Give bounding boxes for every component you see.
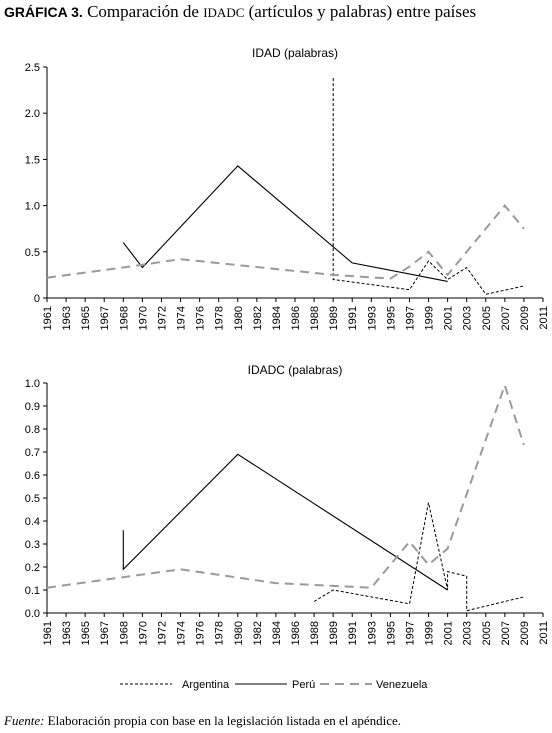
figure-heading: GRÁFICA 3. Comparación de IDADC (artícul… [4, 2, 548, 26]
chart1-x-tick-label: 1978 [214, 306, 226, 330]
chart2-x-tick-label: 1963 [61, 621, 73, 645]
chart1-series-per [122, 165, 448, 282]
figure-title-before: Comparación de [82, 2, 204, 21]
chart2-x-tick-label: 1967 [99, 621, 111, 645]
source-note: Fuente: Elaboración propia con base en l… [4, 713, 401, 729]
chart1-x-tick-label: 1963 [61, 306, 73, 330]
chart1-x-tick-label: 1980 [233, 306, 245, 330]
chart1-x-tick-label: 1988 [309, 306, 321, 330]
chart1-x-tick-label: 1997 [404, 306, 416, 330]
chart2-x-tick-label: 2001 [443, 621, 455, 645]
chart2-x-tick-label: 2009 [519, 621, 531, 645]
chart2-y-tick-label: 0.6 [25, 470, 40, 482]
chart1-x-tick-label: 2003 [462, 306, 474, 330]
chart1-x-tick-label: 2009 [519, 306, 531, 330]
chart2-series-venezuela [46, 382, 525, 589]
legend-label-per: Perú [292, 679, 315, 691]
chart2-x-tick-label: 1980 [233, 621, 245, 645]
chart2-x-tick-label: 1965 [80, 621, 92, 645]
chart2-x-tick-label: 1978 [214, 621, 226, 645]
chart2-y-tick-label: 0.1 [25, 585, 40, 597]
chart2-x-tick-label: 2011 [538, 621, 550, 645]
chart2-x-tick-label: 1972 [156, 621, 168, 645]
chart1-x-tick-label: 1982 [252, 306, 264, 330]
source-label: Fuente: [4, 713, 45, 728]
chart1-x-tick-label: 1991 [347, 306, 359, 330]
chart2-x-tick-label: 1982 [252, 621, 264, 645]
chart2-title: IDADC (palabras) [248, 363, 343, 377]
chart1-y-tick-label: 1.5 [25, 154, 40, 166]
chart2-x-tick-label: 1974 [176, 621, 188, 645]
chart1-x-tick-label: 1965 [80, 306, 92, 330]
chart2-y-tick-label: 0.3 [25, 539, 40, 551]
legend-label-venezuela: Venezuela [376, 679, 428, 691]
chart2-x-tick-label: 1993 [366, 621, 378, 645]
chart2-x-tick-label: 2007 [500, 621, 512, 645]
chart2-x-tick-label: 2005 [481, 621, 493, 645]
source-text: Elaboración propia con base en la legisl… [44, 713, 402, 728]
chart2-y-tick-label: 1.0 [25, 378, 40, 390]
chart2-x-tick-label: 1986 [290, 621, 302, 645]
chart2-series-argentina [313, 502, 525, 612]
chart1-x-tick-label: 1999 [424, 306, 436, 330]
chart2-y-tick-label: 0.8 [25, 424, 40, 436]
chart1-x-tick-label: 1995 [385, 306, 397, 330]
chart1-x-tick-label: 1989 [328, 306, 340, 330]
chart1-x-tick-label: 1968 [118, 306, 130, 330]
chart1-x-tick-label: 2007 [500, 306, 512, 330]
chart2-x-tick-label: 1970 [137, 621, 149, 645]
chart2-x-tick-label: 1984 [271, 621, 283, 645]
chart2-y-tick-label: 0.9 [25, 401, 40, 413]
chart2-x-tick-label: 1989 [328, 621, 340, 645]
figure-title-acronym: IDADC [203, 5, 245, 20]
chart1-series-argentina [332, 78, 525, 295]
chart1-y-tick-label: 0.5 [25, 247, 40, 259]
chart1-x-tick-label: 1961 [42, 306, 54, 330]
chart2-y-tick-label: 0.7 [25, 447, 40, 459]
chart1-title: IDAD (palabras) [252, 46, 338, 60]
chart1-x-tick-label: 2001 [443, 306, 455, 330]
chart2-x-tick-label: 1999 [424, 621, 436, 645]
figure-title-after: (artículos y palabras) entre países [244, 2, 477, 21]
chart1-x-tick-label: 1970 [137, 306, 149, 330]
chart2-x-tick-label: 1991 [347, 621, 359, 645]
chart1-x-tick-label: 1993 [366, 306, 378, 330]
chart1-x-tick-label: 1976 [195, 306, 207, 330]
chart1-y-tick-label: 2.0 [25, 108, 40, 120]
chart2-x-tick-label: 1997 [404, 621, 416, 645]
chart1-y-tick-label: 2.5 [25, 62, 40, 74]
chart2-y-tick-label: 0.2 [25, 562, 40, 574]
figure-label: GRÁFICA 3. [4, 4, 83, 20]
chart2-y-tick-label: 0.5 [25, 493, 40, 505]
chart2-x-tick-label: 1976 [195, 621, 207, 645]
chart1-x-tick-label: 1972 [156, 306, 168, 330]
chart1-x-tick-label: 2005 [481, 306, 493, 330]
chart1-x-tick-label: 1984 [271, 306, 283, 330]
chart1-y-tick-label: 0 [34, 293, 40, 305]
chart2-x-tick-label: 1968 [118, 621, 130, 645]
chart2-x-tick-label: 1995 [385, 621, 397, 645]
chart2-x-tick-label: 1961 [42, 621, 54, 645]
chart1-y-tick-label: 1.0 [25, 201, 40, 213]
chart1-x-tick-label: 1974 [176, 306, 188, 330]
chart2-y-tick-label: 0.4 [25, 516, 40, 528]
chart1-x-tick-label: 1967 [99, 306, 111, 330]
chart2-y-tick-label: 0.0 [25, 608, 40, 620]
chart2-x-tick-label: 2003 [462, 621, 474, 645]
chart1-x-tick-label: 1986 [290, 306, 302, 330]
chart1-x-tick-label: 2011 [538, 306, 550, 330]
chart2-series-per [122, 453, 448, 591]
chart1-series-venezuela [46, 204, 525, 280]
chart2-x-tick-label: 1988 [309, 621, 321, 645]
legend-label-argentina: Argentina [182, 679, 230, 691]
